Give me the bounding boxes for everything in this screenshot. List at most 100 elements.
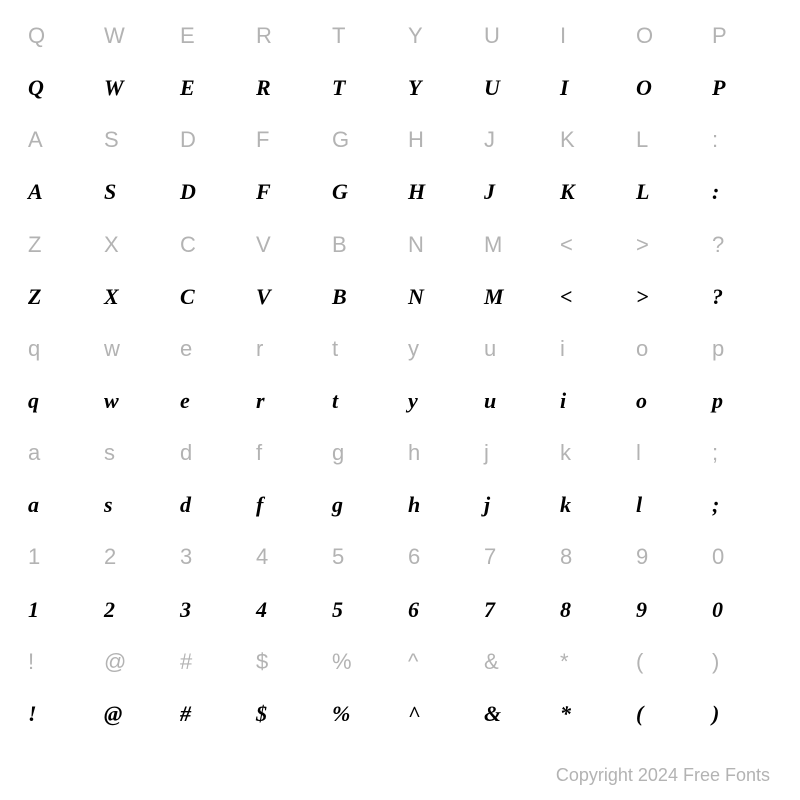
char-label: u: [476, 323, 552, 375]
char-label: 8: [552, 531, 628, 583]
char-glyph: d: [172, 479, 248, 531]
char-label: Z: [20, 219, 96, 271]
char-glyph: #: [172, 688, 248, 740]
char-label: #: [172, 636, 248, 688]
char-label: A: [20, 114, 96, 166]
char-glyph: P: [704, 62, 780, 114]
char-glyph: u: [476, 375, 552, 427]
char-glyph: C: [172, 271, 248, 323]
char-glyph: N: [400, 271, 476, 323]
char-label: s: [96, 427, 172, 479]
char-glyph: ?: [704, 271, 780, 323]
char-glyph: $: [248, 688, 324, 740]
char-glyph: 4: [248, 584, 324, 636]
char-label: L: [628, 114, 704, 166]
char-glyph: *: [552, 688, 628, 740]
char-label: I: [552, 10, 628, 62]
char-label: *: [552, 636, 628, 688]
char-label: Q: [20, 10, 96, 62]
char-label: ?: [704, 219, 780, 271]
char-glyph: W: [96, 62, 172, 114]
char-label: E: [172, 10, 248, 62]
char-glyph: S: [96, 166, 172, 218]
char-label: 9: [628, 531, 704, 583]
char-glyph: e: [172, 375, 248, 427]
char-label: %: [324, 636, 400, 688]
char-glyph: E: [172, 62, 248, 114]
char-label: N: [400, 219, 476, 271]
char-glyph: T: [324, 62, 400, 114]
char-glyph: l: [628, 479, 704, 531]
char-glyph: Z: [20, 271, 96, 323]
char-label: f: [248, 427, 324, 479]
char-glyph: t: [324, 375, 400, 427]
char-label: K: [552, 114, 628, 166]
char-glyph: ^: [400, 688, 476, 740]
character-map-grid: QWERTYUIOPQWERTYUIOPASDFGHJKL:ASDFGHJKL:…: [0, 0, 800, 740]
char-glyph: k: [552, 479, 628, 531]
char-label: h: [400, 427, 476, 479]
char-label: d: [172, 427, 248, 479]
char-glyph: 7: [476, 584, 552, 636]
char-glyph: ;: [704, 479, 780, 531]
char-label: w: [96, 323, 172, 375]
char-glyph: Y: [400, 62, 476, 114]
char-glyph: @: [96, 688, 172, 740]
char-glyph: h: [400, 479, 476, 531]
char-label: D: [172, 114, 248, 166]
char-label: ^: [400, 636, 476, 688]
char-glyph: Q: [20, 62, 96, 114]
char-glyph: R: [248, 62, 324, 114]
char-label: X: [96, 219, 172, 271]
char-glyph: L: [628, 166, 704, 218]
char-glyph: 8: [552, 584, 628, 636]
char-label: Y: [400, 10, 476, 62]
char-glyph: (: [628, 688, 704, 740]
char-label: i: [552, 323, 628, 375]
char-glyph: A: [20, 166, 96, 218]
char-glyph: w: [96, 375, 172, 427]
char-glyph: H: [400, 166, 476, 218]
char-glyph: 6: [400, 584, 476, 636]
char-label: P: [704, 10, 780, 62]
char-label: O: [628, 10, 704, 62]
char-glyph: a: [20, 479, 96, 531]
char-label: $: [248, 636, 324, 688]
char-label: C: [172, 219, 248, 271]
char-label: 4: [248, 531, 324, 583]
char-label: 6: [400, 531, 476, 583]
char-label: V: [248, 219, 324, 271]
char-label: G: [324, 114, 400, 166]
char-glyph: K: [552, 166, 628, 218]
char-label: a: [20, 427, 96, 479]
char-glyph: I: [552, 62, 628, 114]
char-glyph: 2: [96, 584, 172, 636]
char-glyph: &: [476, 688, 552, 740]
char-glyph: <: [552, 271, 628, 323]
char-label: B: [324, 219, 400, 271]
char-glyph: %: [324, 688, 400, 740]
char-glyph: F: [248, 166, 324, 218]
char-glyph: y: [400, 375, 476, 427]
char-label: R: [248, 10, 324, 62]
char-glyph: f: [248, 479, 324, 531]
copyright-text: Copyright 2024 Free Fonts: [556, 765, 770, 786]
char-glyph: q: [20, 375, 96, 427]
char-label: 1: [20, 531, 96, 583]
char-glyph: g: [324, 479, 400, 531]
char-label: p: [704, 323, 780, 375]
char-label: 0: [704, 531, 780, 583]
char-label: &: [476, 636, 552, 688]
char-glyph: 1: [20, 584, 96, 636]
char-label: H: [400, 114, 476, 166]
char-glyph: G: [324, 166, 400, 218]
char-label: (: [628, 636, 704, 688]
char-glyph: :: [704, 166, 780, 218]
char-glyph: M: [476, 271, 552, 323]
char-glyph: V: [248, 271, 324, 323]
char-glyph: p: [704, 375, 780, 427]
char-label: l: [628, 427, 704, 479]
char-glyph: j: [476, 479, 552, 531]
char-label: U: [476, 10, 552, 62]
char-label: 2: [96, 531, 172, 583]
